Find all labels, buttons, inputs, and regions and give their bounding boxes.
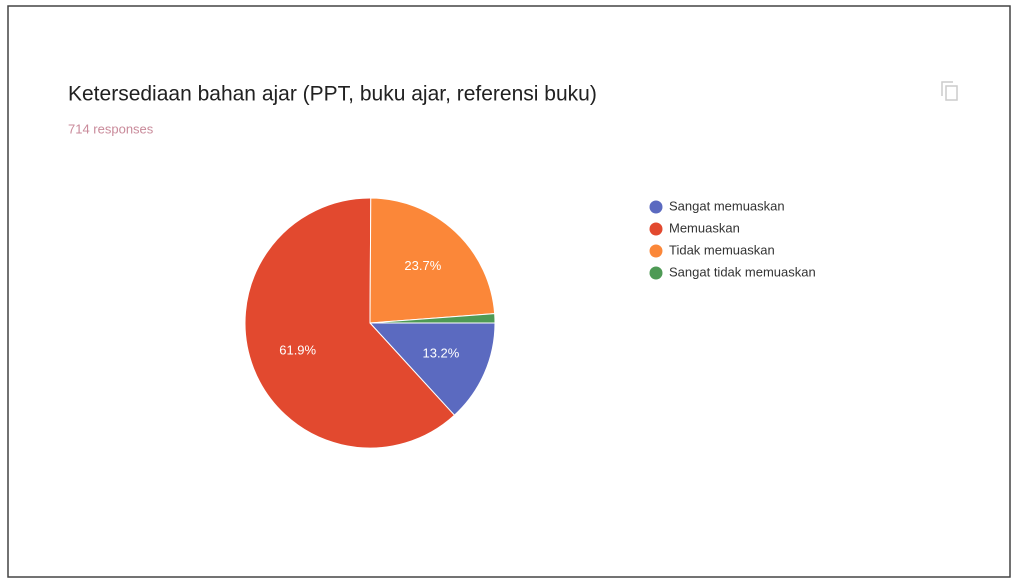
legend-swatch [649, 244, 663, 258]
pie-slice [369, 197, 496, 324]
chart-title: Ketersediaan bahan ajar (PPT, buku ajar,… [68, 83, 597, 106]
slice-label: 23.7% [404, 258, 441, 273]
legend-swatch [649, 266, 663, 280]
card-border [7, 5, 1011, 578]
pie-slice [368, 322, 496, 416]
legend-swatch [649, 222, 663, 236]
slice-label: 13.2% [422, 346, 459, 361]
response-count: 714 responses [68, 121, 154, 136]
pie-slice [369, 313, 496, 324]
legend-label: Tidak memuaskan [669, 242, 775, 257]
legend: Sangat memuaskan Memuaskan Tidak memuaskan… [649, 198, 816, 280]
legend-label: Sangat memuaskan [669, 198, 785, 213]
copy-icon[interactable] [941, 81, 958, 101]
slice-label: 61.9% [279, 342, 316, 357]
pie: 13.2% 61.9% 23.7% [244, 197, 496, 449]
pie-slice [244, 197, 456, 449]
legend-label: Memuaskan [669, 220, 740, 235]
legend-label: Sangat tidak memuaskan [669, 264, 816, 279]
legend-swatch [649, 200, 663, 214]
